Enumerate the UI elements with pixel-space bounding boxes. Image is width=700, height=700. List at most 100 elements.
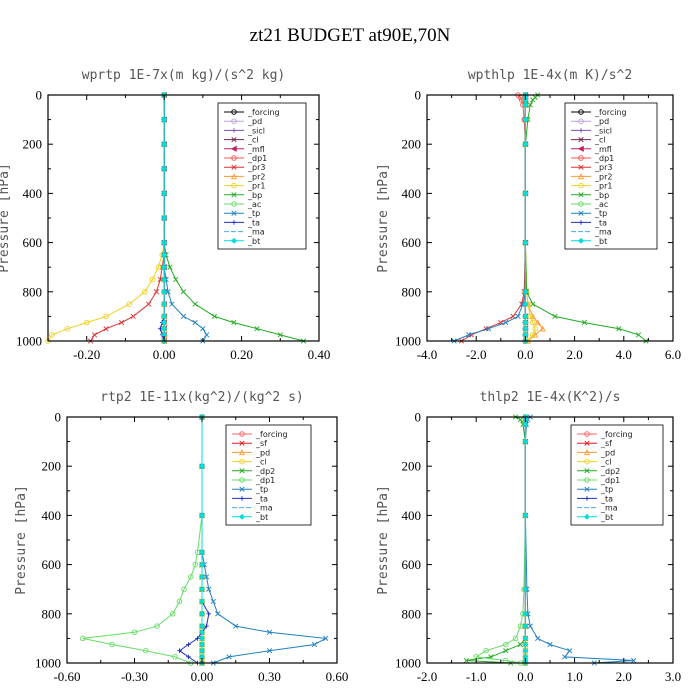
legend-label: _tp	[600, 485, 613, 494]
legend-marker	[578, 128, 584, 133]
legend-marker	[231, 164, 237, 170]
legend-marker	[239, 468, 245, 474]
panel-title: wprtp 1E-7x(m kg)/(s^2 kg)	[82, 68, 286, 83]
data-point-pr1	[83, 319, 90, 326]
legend-label: _ta	[247, 218, 260, 227]
y-tick-label: 600	[23, 235, 43, 250]
legend-label: _dp2	[255, 467, 275, 476]
legend-marker	[231, 201, 237, 207]
data-point-dp1	[169, 611, 176, 617]
series-line-tp	[453, 95, 526, 342]
legend-marker	[584, 468, 590, 474]
data-point-bt	[199, 635, 205, 642]
data-point-pr2	[532, 331, 539, 338]
data-point-bt	[522, 239, 529, 246]
legend-label: _forcing	[247, 108, 280, 117]
data-point-pr3	[153, 289, 160, 295]
data-point-tp	[226, 654, 232, 660]
legend-label: _sf	[600, 439, 612, 448]
legend-marker	[238, 449, 246, 456]
legend-label: _sf	[255, 439, 267, 448]
legend-marker	[230, 145, 237, 152]
x-tick-label: -4.0	[417, 347, 438, 362]
x-tick-label: 0.20	[230, 347, 253, 362]
legend-label: _pr3	[594, 163, 612, 172]
chart-panel: wprtp 1E-7x(m kg)/(s^2 kg) Pressure [hPa]…	[0, 68, 330, 362]
data-point-tp	[192, 319, 198, 326]
data-point-bt	[161, 165, 168, 172]
series-line-dp2	[466, 416, 526, 664]
x-tick-label: 6.0	[665, 347, 681, 362]
legend-label: _tp	[247, 209, 260, 218]
data-point-pr1	[149, 276, 156, 283]
data-point-dp1	[142, 647, 149, 654]
series-line-dp1	[82, 417, 203, 664]
data-point-bt	[522, 623, 529, 630]
legend-label: _ac	[594, 200, 608, 209]
data-point-bt	[522, 438, 529, 445]
legend-label: _bp	[247, 191, 262, 200]
data-point-ta	[186, 642, 191, 647]
legend: _forcing_sf_pd_cl_dp2_dp1_tp_ta_ma_bt	[570, 424, 664, 526]
data-point-tp	[266, 629, 273, 635]
data-point-ta	[195, 636, 200, 641]
data-point-bt	[199, 549, 205, 556]
y-tick-label: 1000	[395, 656, 421, 671]
x-tick-label: 0.30	[258, 669, 281, 684]
legend-marker	[577, 173, 585, 180]
legend-label: _pr2	[247, 172, 265, 181]
legend-label: _pd	[600, 448, 615, 457]
data-point-bp	[211, 313, 218, 320]
legend-label: _pr3	[247, 163, 265, 172]
legend-label: _bp	[594, 191, 609, 200]
y-tick-label: 800	[23, 284, 43, 299]
legend-label: _forcing	[600, 430, 633, 439]
series-group	[45, 91, 307, 345]
data-point-bt	[522, 116, 529, 123]
x-tick-label: 0.60	[326, 669, 349, 684]
data-point-tp	[323, 635, 329, 642]
data-point-bt	[522, 610, 529, 617]
legend-marker	[578, 164, 584, 170]
legend-label: _ma	[247, 228, 265, 237]
data-point-tp	[515, 313, 521, 320]
y-tick-label: 400	[402, 186, 422, 201]
data-point-dp1	[109, 641, 115, 648]
legend-marker	[231, 182, 237, 189]
legend-label: _pd	[255, 448, 270, 457]
data-point-bt	[161, 301, 168, 308]
data-point-dp1	[502, 641, 509, 648]
legend-label: _pd	[594, 117, 609, 126]
data-point-pr3	[118, 319, 125, 326]
legend-label: _bt	[594, 237, 607, 246]
data-point-bt	[161, 264, 168, 271]
legend-label: _sicl	[594, 126, 612, 135]
legend-label: _ta	[594, 218, 607, 227]
legend-label: _pr2	[594, 172, 612, 181]
data-point-bp	[527, 102, 533, 108]
data-point-tp	[527, 623, 533, 629]
data-point-bp	[616, 326, 622, 332]
y-tick-label: 600	[402, 235, 422, 250]
data-point-bt	[161, 251, 168, 258]
series-group	[451, 91, 649, 345]
data-point-dp1	[181, 586, 187, 592]
y-tick-label: 0	[415, 88, 422, 103]
y-tick-label: 1000	[395, 334, 421, 349]
data-point-pr1	[103, 313, 109, 320]
legend-marker	[239, 496, 245, 501]
data-point-tp	[203, 574, 210, 580]
data-point-bt	[161, 116, 168, 123]
data-point-bt	[522, 586, 529, 593]
chart-panel: wpthlp 1E-4x(m K)/s^2 Pressure [hPa] 0 200 4…	[376, 68, 681, 362]
legend-label: _ac	[247, 200, 261, 209]
series-group	[463, 413, 637, 666]
data-point-tp	[266, 648, 273, 654]
legend-label: _ma	[255, 504, 273, 513]
legend-marker	[578, 210, 584, 216]
data-point-bt	[522, 319, 529, 326]
data-point-bt	[161, 239, 168, 246]
data-point-bt	[161, 276, 168, 283]
data-point-bp	[530, 301, 536, 307]
legend-marker	[584, 486, 590, 492]
